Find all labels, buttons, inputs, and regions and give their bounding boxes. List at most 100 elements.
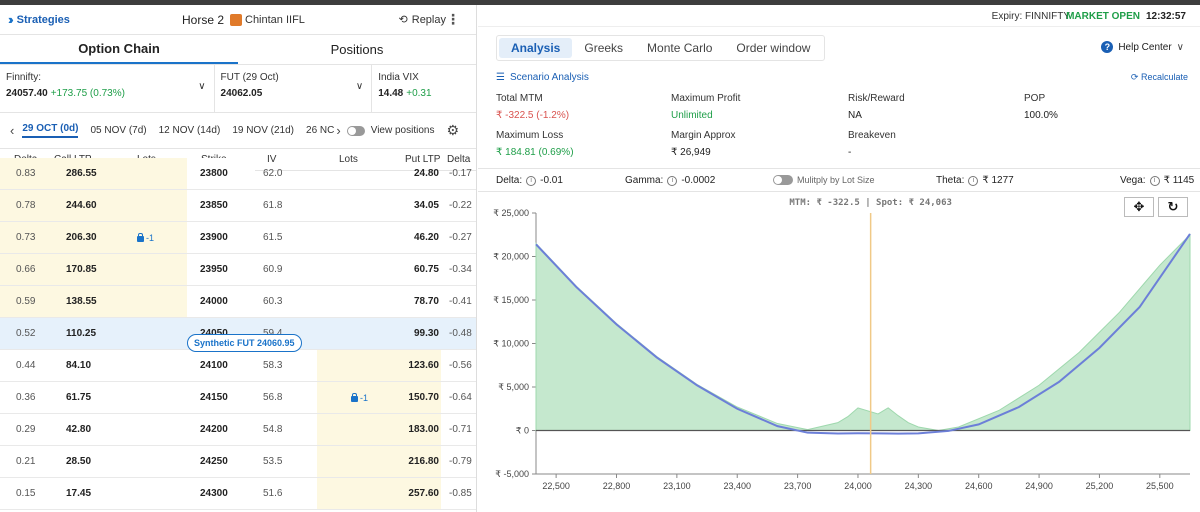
chain-row[interactable]: 0.73 206.30 -1 23900 61.5 46.20 -0.27 (0, 222, 476, 254)
chevron-down-icon[interactable]: ∨ (355, 81, 364, 92)
call-lots[interactable] (117, 190, 187, 221)
call-delta: 0.15 (16, 488, 36, 499)
put-ltp[interactable]: 150.70 (379, 382, 441, 413)
expiry-item[interactable]: 12 NOV (14d) (158, 125, 221, 136)
put-lots[interactable] (317, 190, 379, 221)
help-center-button[interactable]: ? Help Center ∨ (1101, 41, 1184, 53)
call-lots[interactable] (117, 286, 187, 317)
call-ltp[interactable]: 244.60 (52, 190, 117, 221)
chain-row[interactable]: 0.78 244.60 23850 61.8 34.05 -0.22 (0, 190, 476, 222)
call-lots[interactable] (117, 414, 187, 445)
chain-row[interactable]: 0.15 17.45 24300 51.6 257.60 -0.85 (0, 478, 476, 510)
market-status: MARKET OPEN (1066, 11, 1140, 22)
more-menu-icon[interactable]: ⋮ (446, 11, 460, 27)
call-ltp[interactable]: 42.80 (66, 424, 92, 435)
call-lots[interactable] (117, 478, 187, 509)
expand-sidebar-icon[interactable]: ›› (8, 12, 13, 27)
put-lots[interactable]: -1 (317, 382, 379, 413)
put-ltp[interactable]: 183.00 (379, 414, 441, 445)
put-ltp[interactable]: 216.80 (379, 446, 441, 477)
greek-value: -0.01 (540, 175, 563, 186)
payoff-chart[interactable]: ₹ 25,000 ₹ 20,000 ₹ 15,000 ₹ 10,000 ₹ 5,000 ₹… (478, 193, 1200, 512)
call-lots[interactable] (117, 382, 187, 413)
call-lots[interactable] (117, 158, 187, 189)
chain-row[interactable]: 0.83 286.55 23800 62.0 24.80 -0.17 (0, 158, 476, 190)
strategies-link[interactable]: Strategies (16, 13, 70, 26)
quote-name: Finnifty: (6, 72, 42, 83)
call-ltp[interactable]: 206.30 (52, 222, 117, 253)
put-lots[interactable] (317, 254, 379, 285)
replay-label: Replay (411, 13, 446, 26)
put-lots[interactable] (317, 318, 379, 349)
put-lots[interactable] (317, 158, 379, 189)
view-positions-toggle[interactable] (346, 125, 365, 136)
recalculate-button[interactable]: ⟳ Recalculate (1131, 72, 1188, 83)
put-ltp[interactable]: 99.30 (379, 318, 441, 349)
put-lots[interactable] (317, 286, 379, 317)
tab-analysis[interactable]: Analysis (499, 38, 573, 58)
expiry-item[interactable]: 19 NOV (21d) (232, 125, 295, 136)
call-ltp[interactable]: 61.75 (66, 392, 92, 403)
lock-icon (351, 392, 358, 402)
put-ltp[interactable]: 257.60 (379, 478, 441, 509)
gear-icon[interactable]: ⚙ (446, 122, 460, 138)
put-lots[interactable] (317, 414, 379, 445)
call-ltp[interactable]: 84.10 (66, 360, 92, 371)
expiry-item[interactable]: 05 NOV (7d) (90, 125, 147, 136)
tab-monte-carlo[interactable]: Monte Carlo (647, 41, 713, 55)
tab-greeks[interactable]: Greeks (584, 41, 624, 55)
tab-positions[interactable]: Positions (330, 42, 384, 57)
put-lots[interactable] (317, 350, 379, 381)
chain-row[interactable]: 0.66 170.85 23950 60.9 60.75 -0.34 (0, 254, 476, 286)
put-ltp[interactable]: 34.05 (413, 200, 439, 211)
quote-finnifty[interactable]: Finnifty: 24057.40 +173.75 (0.73%) ∨ (0, 65, 215, 112)
chain-row[interactable]: 0.36 61.75 24150 56.8 -1 150.70 -0.64 (0, 382, 476, 414)
put-lots[interactable] (317, 222, 379, 253)
chevron-left-icon[interactable]: ‹ (10, 123, 15, 138)
chevron-right-icon[interactable]: › (336, 123, 341, 138)
scenario-analysis-link[interactable]: ☰ Scenario Analysis (496, 72, 589, 83)
expiry-item[interactable]: 29 OCT (0d) (22, 123, 79, 138)
call-delta: 0.44 (16, 360, 36, 371)
put-delta: -0.22 (449, 200, 472, 211)
broker-name[interactable]: Chintan IIFL (245, 13, 305, 26)
chevron-down-icon[interactable]: ∨ (198, 81, 206, 92)
call-ltp[interactable]: 170.85 (52, 254, 117, 285)
expiry-item[interactable]: 26 NC (306, 125, 335, 136)
chain-row[interactable]: 0.21 28.50 24250 53.5 216.80 -0.79 (0, 446, 476, 478)
call-ltp[interactable]: 110.25 (52, 318, 117, 349)
info-icon[interactable]: i (1149, 175, 1160, 186)
quote-future[interactable]: FUT (29 Oct) 24062.05 ∨ (215, 65, 373, 112)
move-icon: ✥ (1133, 199, 1145, 214)
multiply-lot-toggle[interactable] (773, 175, 793, 185)
info-icon[interactable]: i (667, 175, 678, 186)
put-lots[interactable] (317, 478, 379, 509)
put-ltp[interactable]: 78.70 (413, 296, 439, 307)
call-lots[interactable] (117, 318, 187, 349)
chain-row[interactable]: 0.29 42.80 24200 54.8 183.00 -0.71 (0, 414, 476, 446)
tab-order-window[interactable]: Order window (736, 41, 811, 55)
replay-button[interactable]: ⟲ Replay (399, 13, 446, 27)
call-ltp[interactable]: 138.55 (52, 286, 117, 317)
info-icon[interactable]: i (968, 175, 979, 186)
chain-row[interactable]: 0.59 138.55 24000 60.3 78.70 -0.41 (0, 286, 476, 318)
tab-option-chain[interactable]: Option Chain (0, 35, 238, 64)
strike: 24150 (187, 382, 255, 413)
call-lots[interactable] (117, 446, 187, 477)
call-lots[interactable] (117, 350, 187, 381)
call-ltp[interactable]: 28.50 (66, 456, 92, 467)
call-ltp[interactable]: 286.55 (52, 158, 117, 189)
put-ltp[interactable]: 60.75 (413, 264, 439, 275)
reset-zoom-button[interactable]: ↻ (1158, 197, 1188, 217)
chain-row[interactable]: 0.44 84.10 24100 58.3 123.60 -0.56 (0, 350, 476, 382)
put-ltp[interactable]: 24.80 (413, 168, 439, 179)
put-ltp[interactable]: 46.20 (413, 232, 439, 243)
call-lots[interactable] (117, 254, 187, 285)
greek-theta: Theta: i ₹ 1277 (936, 175, 1014, 186)
put-ltp[interactable]: 123.60 (379, 350, 441, 381)
call-lots[interactable]: -1 (117, 222, 187, 253)
put-lots[interactable] (317, 446, 379, 477)
info-icon[interactable]: i (526, 175, 537, 186)
pan-button[interactable]: ✥ (1124, 197, 1154, 217)
call-ltp[interactable]: 17.45 (66, 488, 92, 499)
